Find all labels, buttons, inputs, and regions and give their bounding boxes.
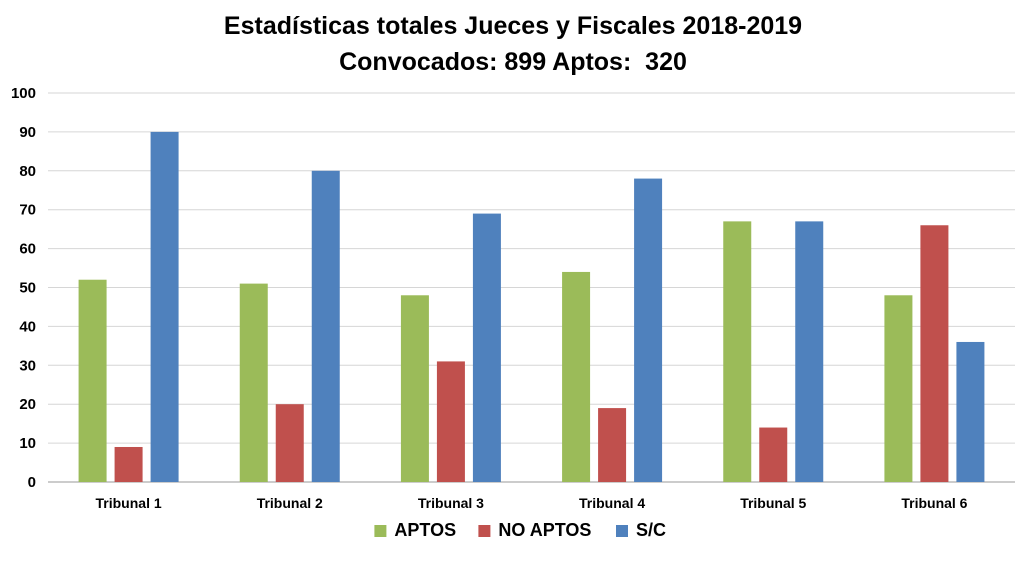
y-tick-label: 20 xyxy=(19,396,36,413)
y-tick-label: 10 xyxy=(19,435,36,452)
y-tick-label: 0 xyxy=(28,474,36,491)
x-axis-ticks: Tribunal 1 Tribunal 2 Tribunal 3 Tribunal 4… xyxy=(96,495,968,511)
y-axis-ticks: 0 10 20 30 40 50 60 70 80 90 100 xyxy=(11,85,36,491)
legend-swatch xyxy=(616,525,628,537)
x-tick-label: Tribunal 3 xyxy=(418,495,484,511)
bar-no-aptos-4 xyxy=(598,408,627,482)
bar-aptos-6 xyxy=(884,295,913,482)
x-tick-label: Tribunal 2 xyxy=(257,495,323,511)
x-tick-label: Tribunal 6 xyxy=(901,495,967,511)
x-tick-label: Tribunal 4 xyxy=(579,495,645,511)
y-tick-label: 50 xyxy=(19,280,36,297)
legend-swatch xyxy=(478,525,491,537)
bar-aptos-5 xyxy=(723,221,752,482)
y-tick-label: 70 xyxy=(19,202,36,219)
bar-aptos-3 xyxy=(400,295,429,482)
bar-s-c-1 xyxy=(150,131,179,482)
legend: APTOS NO APTOS S/C xyxy=(374,520,666,540)
bar-s-c-2 xyxy=(311,170,340,483)
bar-aptos-1 xyxy=(78,279,107,482)
chart-subtitle: Convocados: 899 Aptos: 320 xyxy=(339,48,687,76)
bars xyxy=(78,131,985,483)
y-tick-label: 90 xyxy=(19,124,36,141)
chart-title: Estadísticas totales Jueces y Fiscales 2… xyxy=(224,12,802,40)
bar-s-c-3 xyxy=(472,213,501,482)
bar-no-aptos-1 xyxy=(114,446,143,482)
bar-no-aptos-5 xyxy=(759,427,788,482)
bar-s-c-6 xyxy=(956,341,985,482)
legend-swatch xyxy=(374,525,387,537)
y-tick-label: 80 xyxy=(19,163,36,180)
bar-aptos-2 xyxy=(239,283,268,482)
gridlines xyxy=(48,92,1015,483)
bar-no-aptos-2 xyxy=(275,404,304,482)
y-tick-label: 60 xyxy=(19,241,36,258)
y-tick-label: 30 xyxy=(19,357,36,374)
y-tick-label: 40 xyxy=(19,318,36,335)
y-tick-label: 100 xyxy=(11,85,36,102)
bar-no-aptos-6 xyxy=(920,225,949,482)
legend-label: NO APTOS xyxy=(498,520,591,540)
bar-no-aptos-3 xyxy=(436,361,465,482)
x-tick-label: Tribunal 1 xyxy=(96,495,162,511)
legend-label: S/C xyxy=(636,520,666,540)
legend-label: APTOS xyxy=(394,520,456,540)
bar-aptos-4 xyxy=(562,271,591,482)
bar-s-c-5 xyxy=(795,221,824,482)
bar-s-c-4 xyxy=(634,178,663,482)
x-tick-label: Tribunal 5 xyxy=(740,495,806,511)
